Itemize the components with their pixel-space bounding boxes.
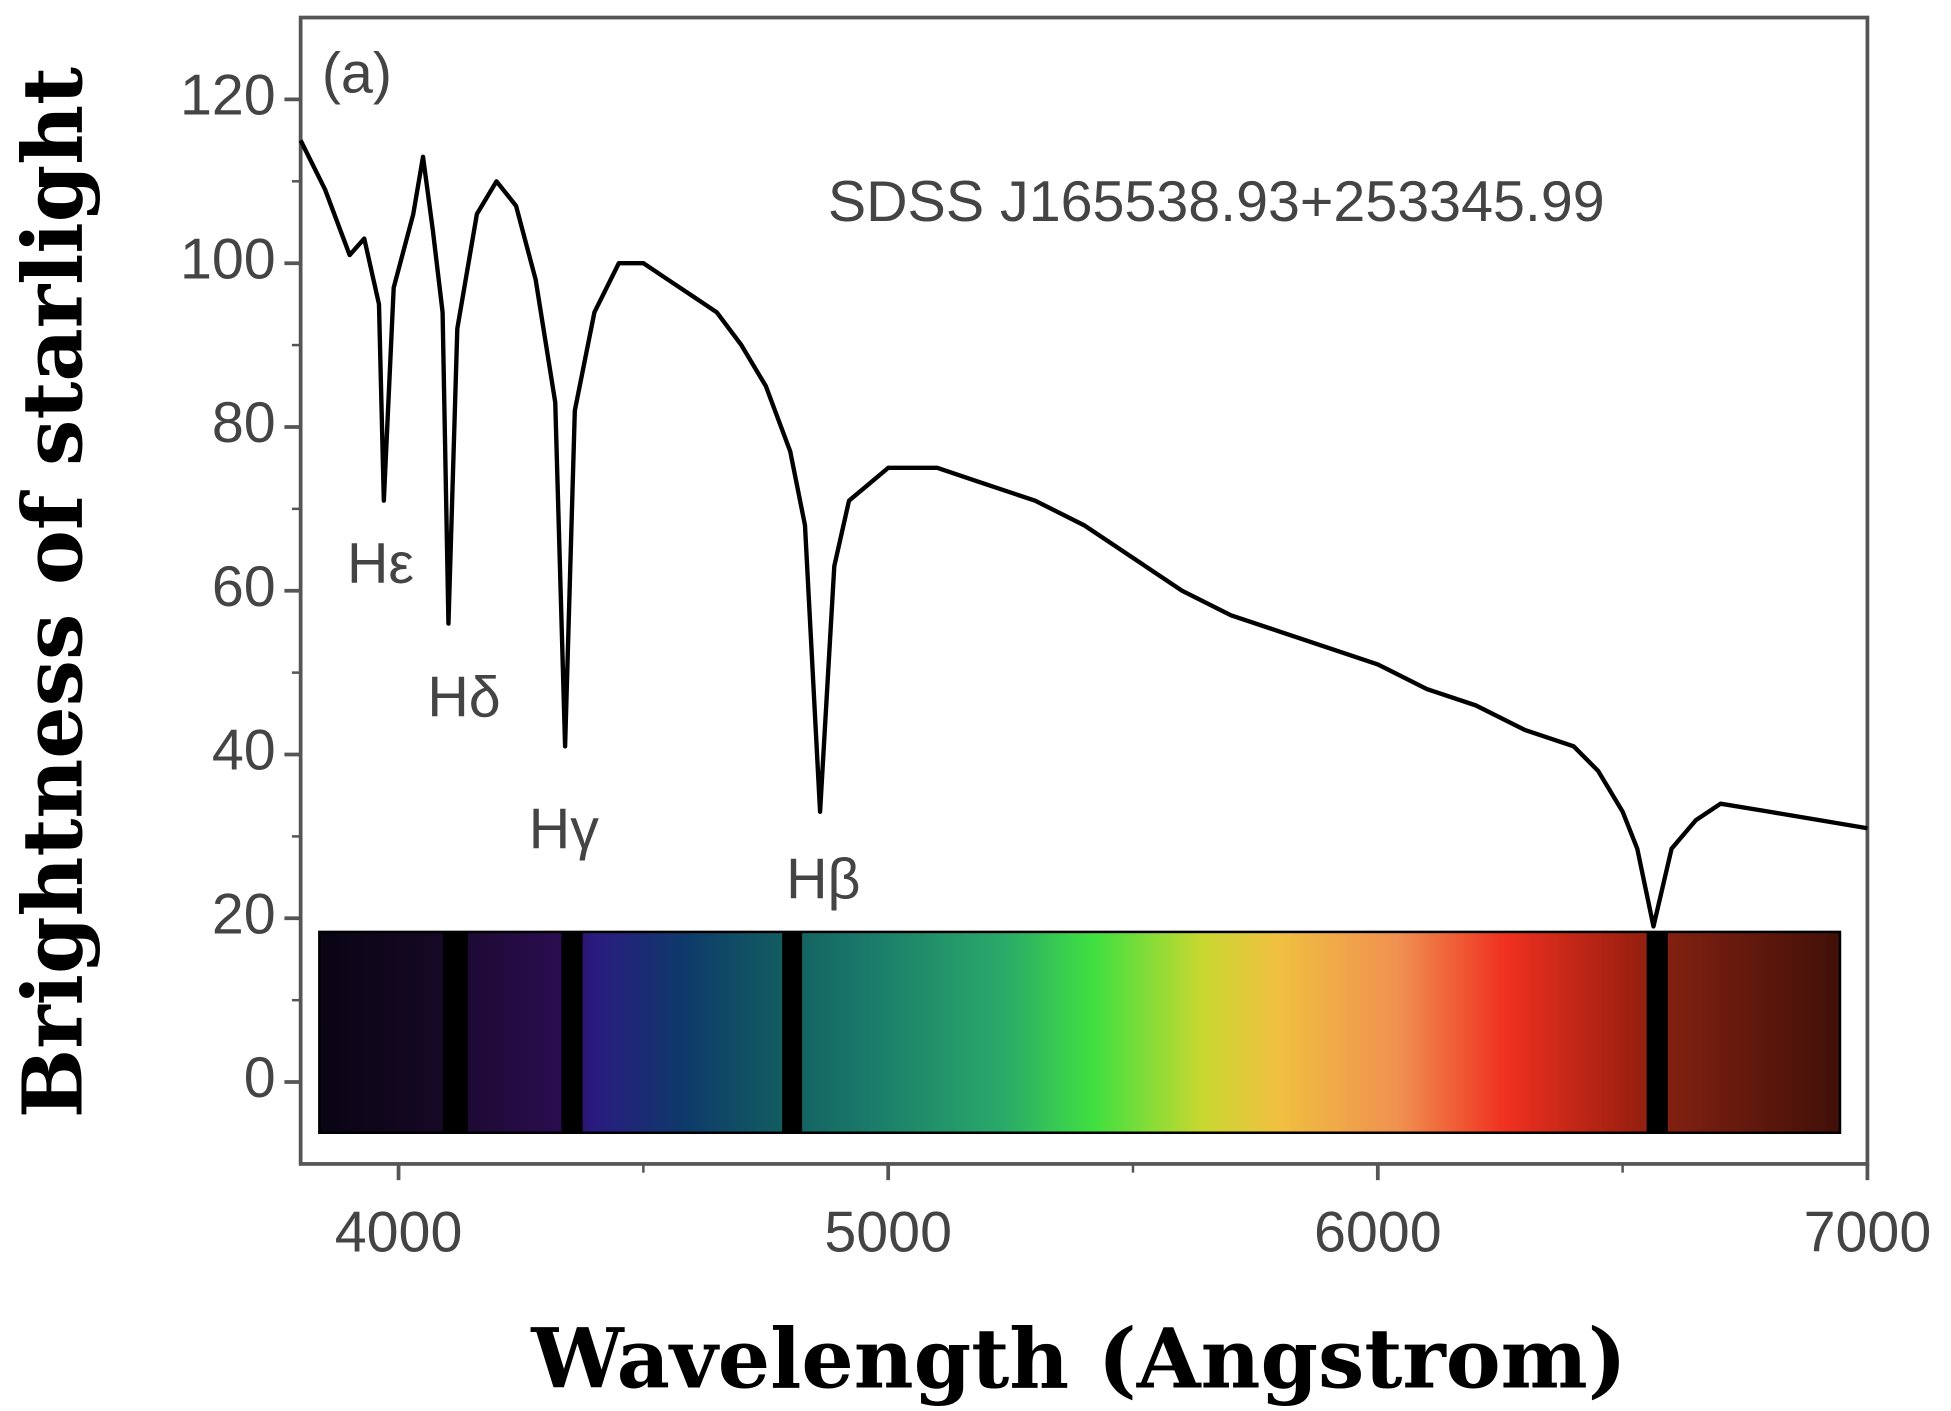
- x-tick-label: 7000: [1804, 1200, 1932, 1264]
- spectrum-strip: [318, 930, 1842, 1134]
- y-tick-label: 100: [180, 227, 276, 291]
- y-tick-label: 20: [212, 882, 276, 946]
- y-tick-label: 120: [180, 64, 276, 128]
- absorption-line: [1646, 931, 1668, 1133]
- y-tick-label: 40: [212, 719, 276, 783]
- absorption-line: [782, 931, 803, 1133]
- x-axis-title: Wavelength (Angstrom): [530, 1311, 1626, 1407]
- x-tick-label: 4000: [335, 1200, 463, 1264]
- absorption-line: [442, 931, 468, 1133]
- y-axis-title: Brightness of starlight: [5, 67, 101, 1118]
- annotation: Hβ: [786, 847, 860, 911]
- y-tick-label: 0: [244, 1046, 276, 1110]
- annotation: (a): [322, 42, 392, 106]
- absorption-line: [561, 931, 583, 1133]
- y-tick-label: 60: [212, 555, 276, 619]
- x-tick-label: 5000: [824, 1200, 952, 1264]
- spectrum-band: [318, 930, 1842, 1134]
- y-tick-label: 80: [212, 391, 276, 455]
- annotation: Hδ: [427, 665, 500, 729]
- spectrum-line: [298, 139, 1868, 929]
- annotation: Hγ: [529, 798, 599, 862]
- x-tick-label: 6000: [1314, 1200, 1442, 1264]
- annotation: SDSS J165538.93+253345.99: [828, 170, 1605, 234]
- annotation: Hε: [347, 532, 414, 596]
